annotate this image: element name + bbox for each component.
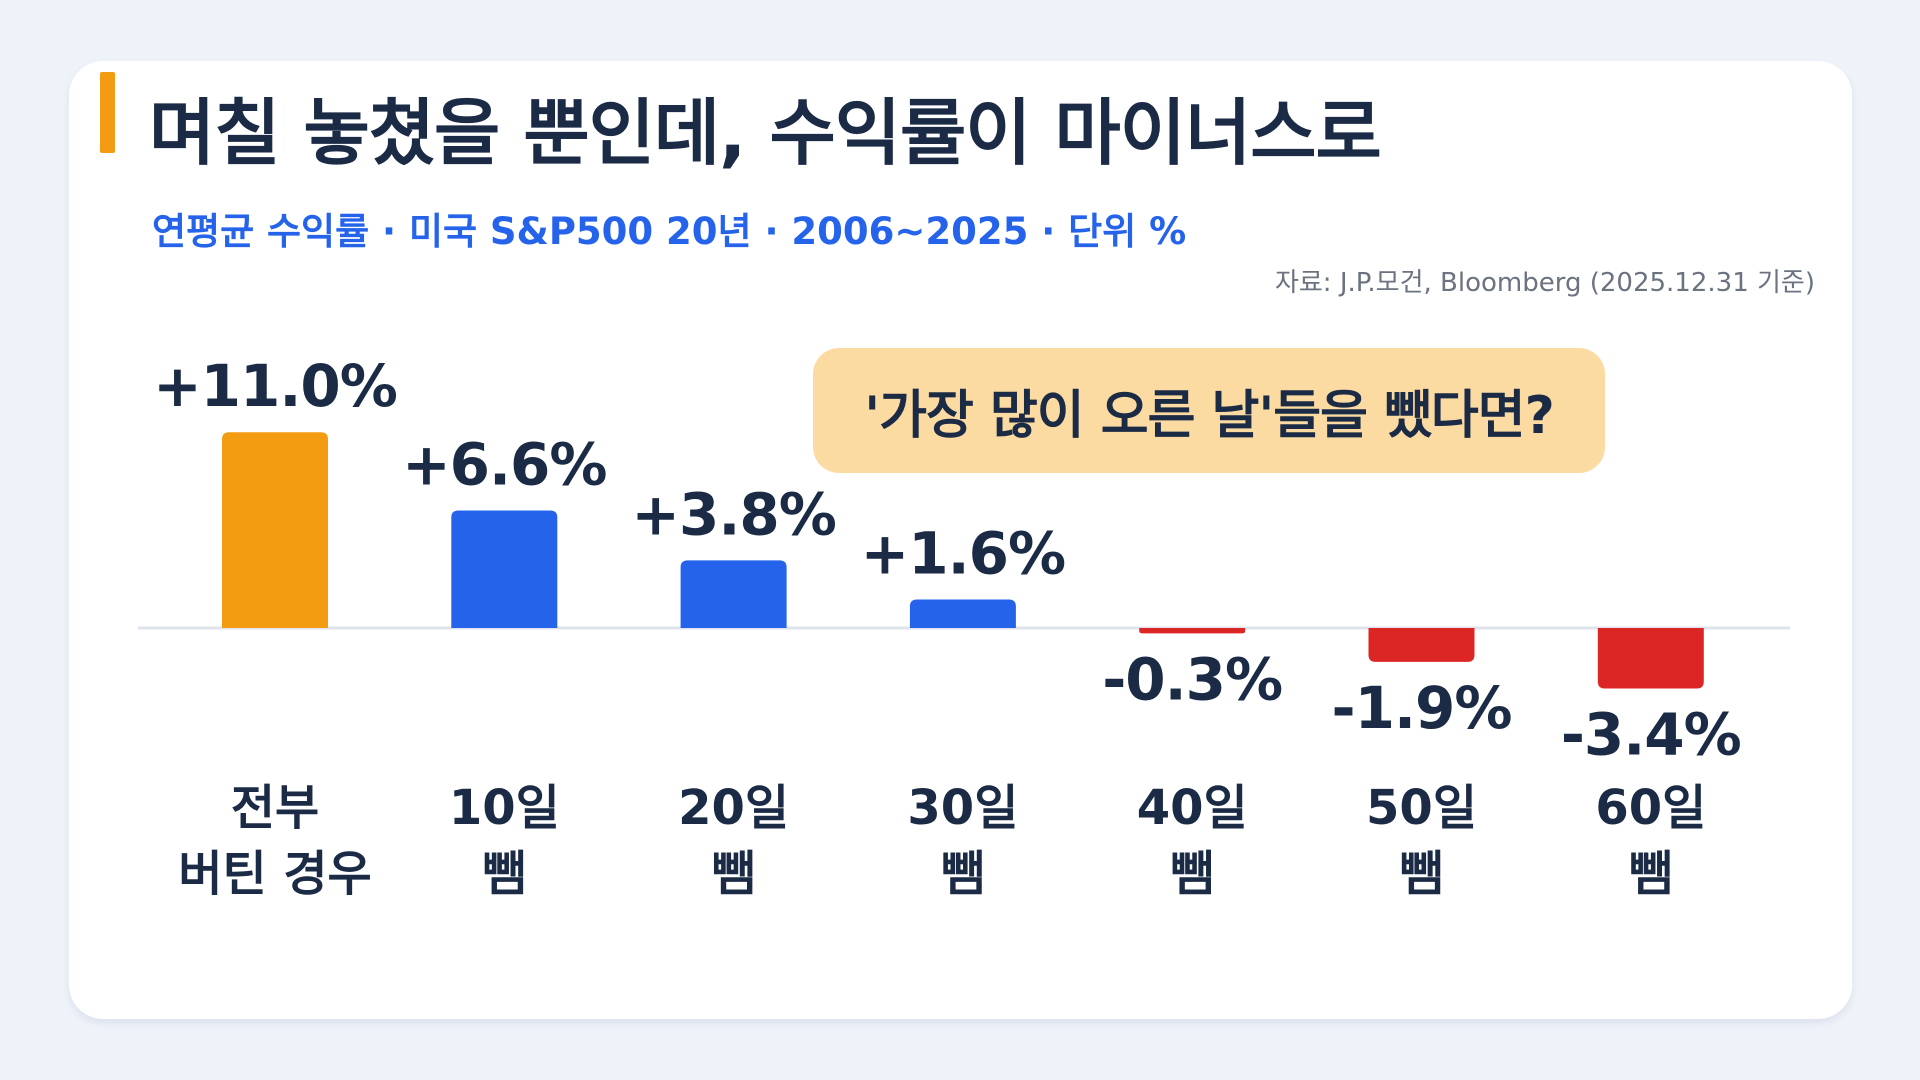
category-label-3-line-2: 뺌 bbox=[712, 846, 756, 902]
category-label-4-line-1: 30일 bbox=[907, 780, 1018, 836]
category-label-1-line-1: 전부 bbox=[231, 780, 319, 836]
value-label-3: +3.8% bbox=[631, 480, 835, 548]
category-label-5-line-2: 뺌 bbox=[1170, 846, 1214, 902]
value-label-2: +6.6% bbox=[402, 431, 606, 499]
bar-5 bbox=[1139, 628, 1246, 634]
value-label-7: -3.4% bbox=[1561, 701, 1741, 769]
category-label-6-line-1: 50일 bbox=[1366, 780, 1477, 836]
value-label-6: -1.9% bbox=[1332, 674, 1512, 742]
category-label-7-line-2: 뺌 bbox=[1629, 846, 1673, 902]
bar-7 bbox=[1597, 628, 1704, 689]
category-label-7-line-1: 60일 bbox=[1595, 780, 1706, 836]
callout-box: '가장 많이 오른 날'들을 뺐다면? bbox=[813, 348, 1605, 473]
category-label-6-line-2: 뺌 bbox=[1399, 846, 1443, 902]
chart-subtitle: 연평균 수익률 · 미국 S&P500 20년 · 2006~2025 · 단위… bbox=[152, 210, 1187, 253]
value-label-5: -0.3% bbox=[1102, 645, 1282, 713]
bar-6 bbox=[1368, 628, 1475, 662]
source-note: 자료: J.P.모건, Bloomberg (2025.12.31 기준) bbox=[1274, 268, 1815, 298]
chart-card: 며칠 놓쳤을 뿐인데, 수익률이 마이너스로 연평균 수익률 · 미국 S&P5… bbox=[69, 61, 1852, 1019]
category-label-4-line-2: 뺌 bbox=[941, 846, 985, 902]
bar-2 bbox=[451, 510, 558, 628]
chart-title: 며칠 놓쳤을 뿐인데, 수익률이 마이너스로 bbox=[149, 91, 1382, 175]
title-accent-bar bbox=[100, 72, 115, 153]
callout-text: '가장 많이 오른 날'들을 뺐다면? bbox=[864, 386, 1554, 446]
category-label-3-line-1: 20일 bbox=[678, 780, 789, 836]
bar-1 bbox=[222, 432, 328, 628]
category-label-2-line-2: 뺌 bbox=[482, 846, 526, 902]
category-label-2-line-1: 10일 bbox=[449, 780, 560, 836]
value-label-1: +11.0% bbox=[153, 352, 397, 420]
value-label-4: +1.6% bbox=[861, 520, 1065, 588]
category-label-1-line-2: 버틴 경우 bbox=[178, 846, 371, 902]
bar-3 bbox=[680, 560, 787, 628]
bar-4 bbox=[909, 599, 1016, 628]
category-label-5-line-1: 40일 bbox=[1137, 780, 1248, 836]
